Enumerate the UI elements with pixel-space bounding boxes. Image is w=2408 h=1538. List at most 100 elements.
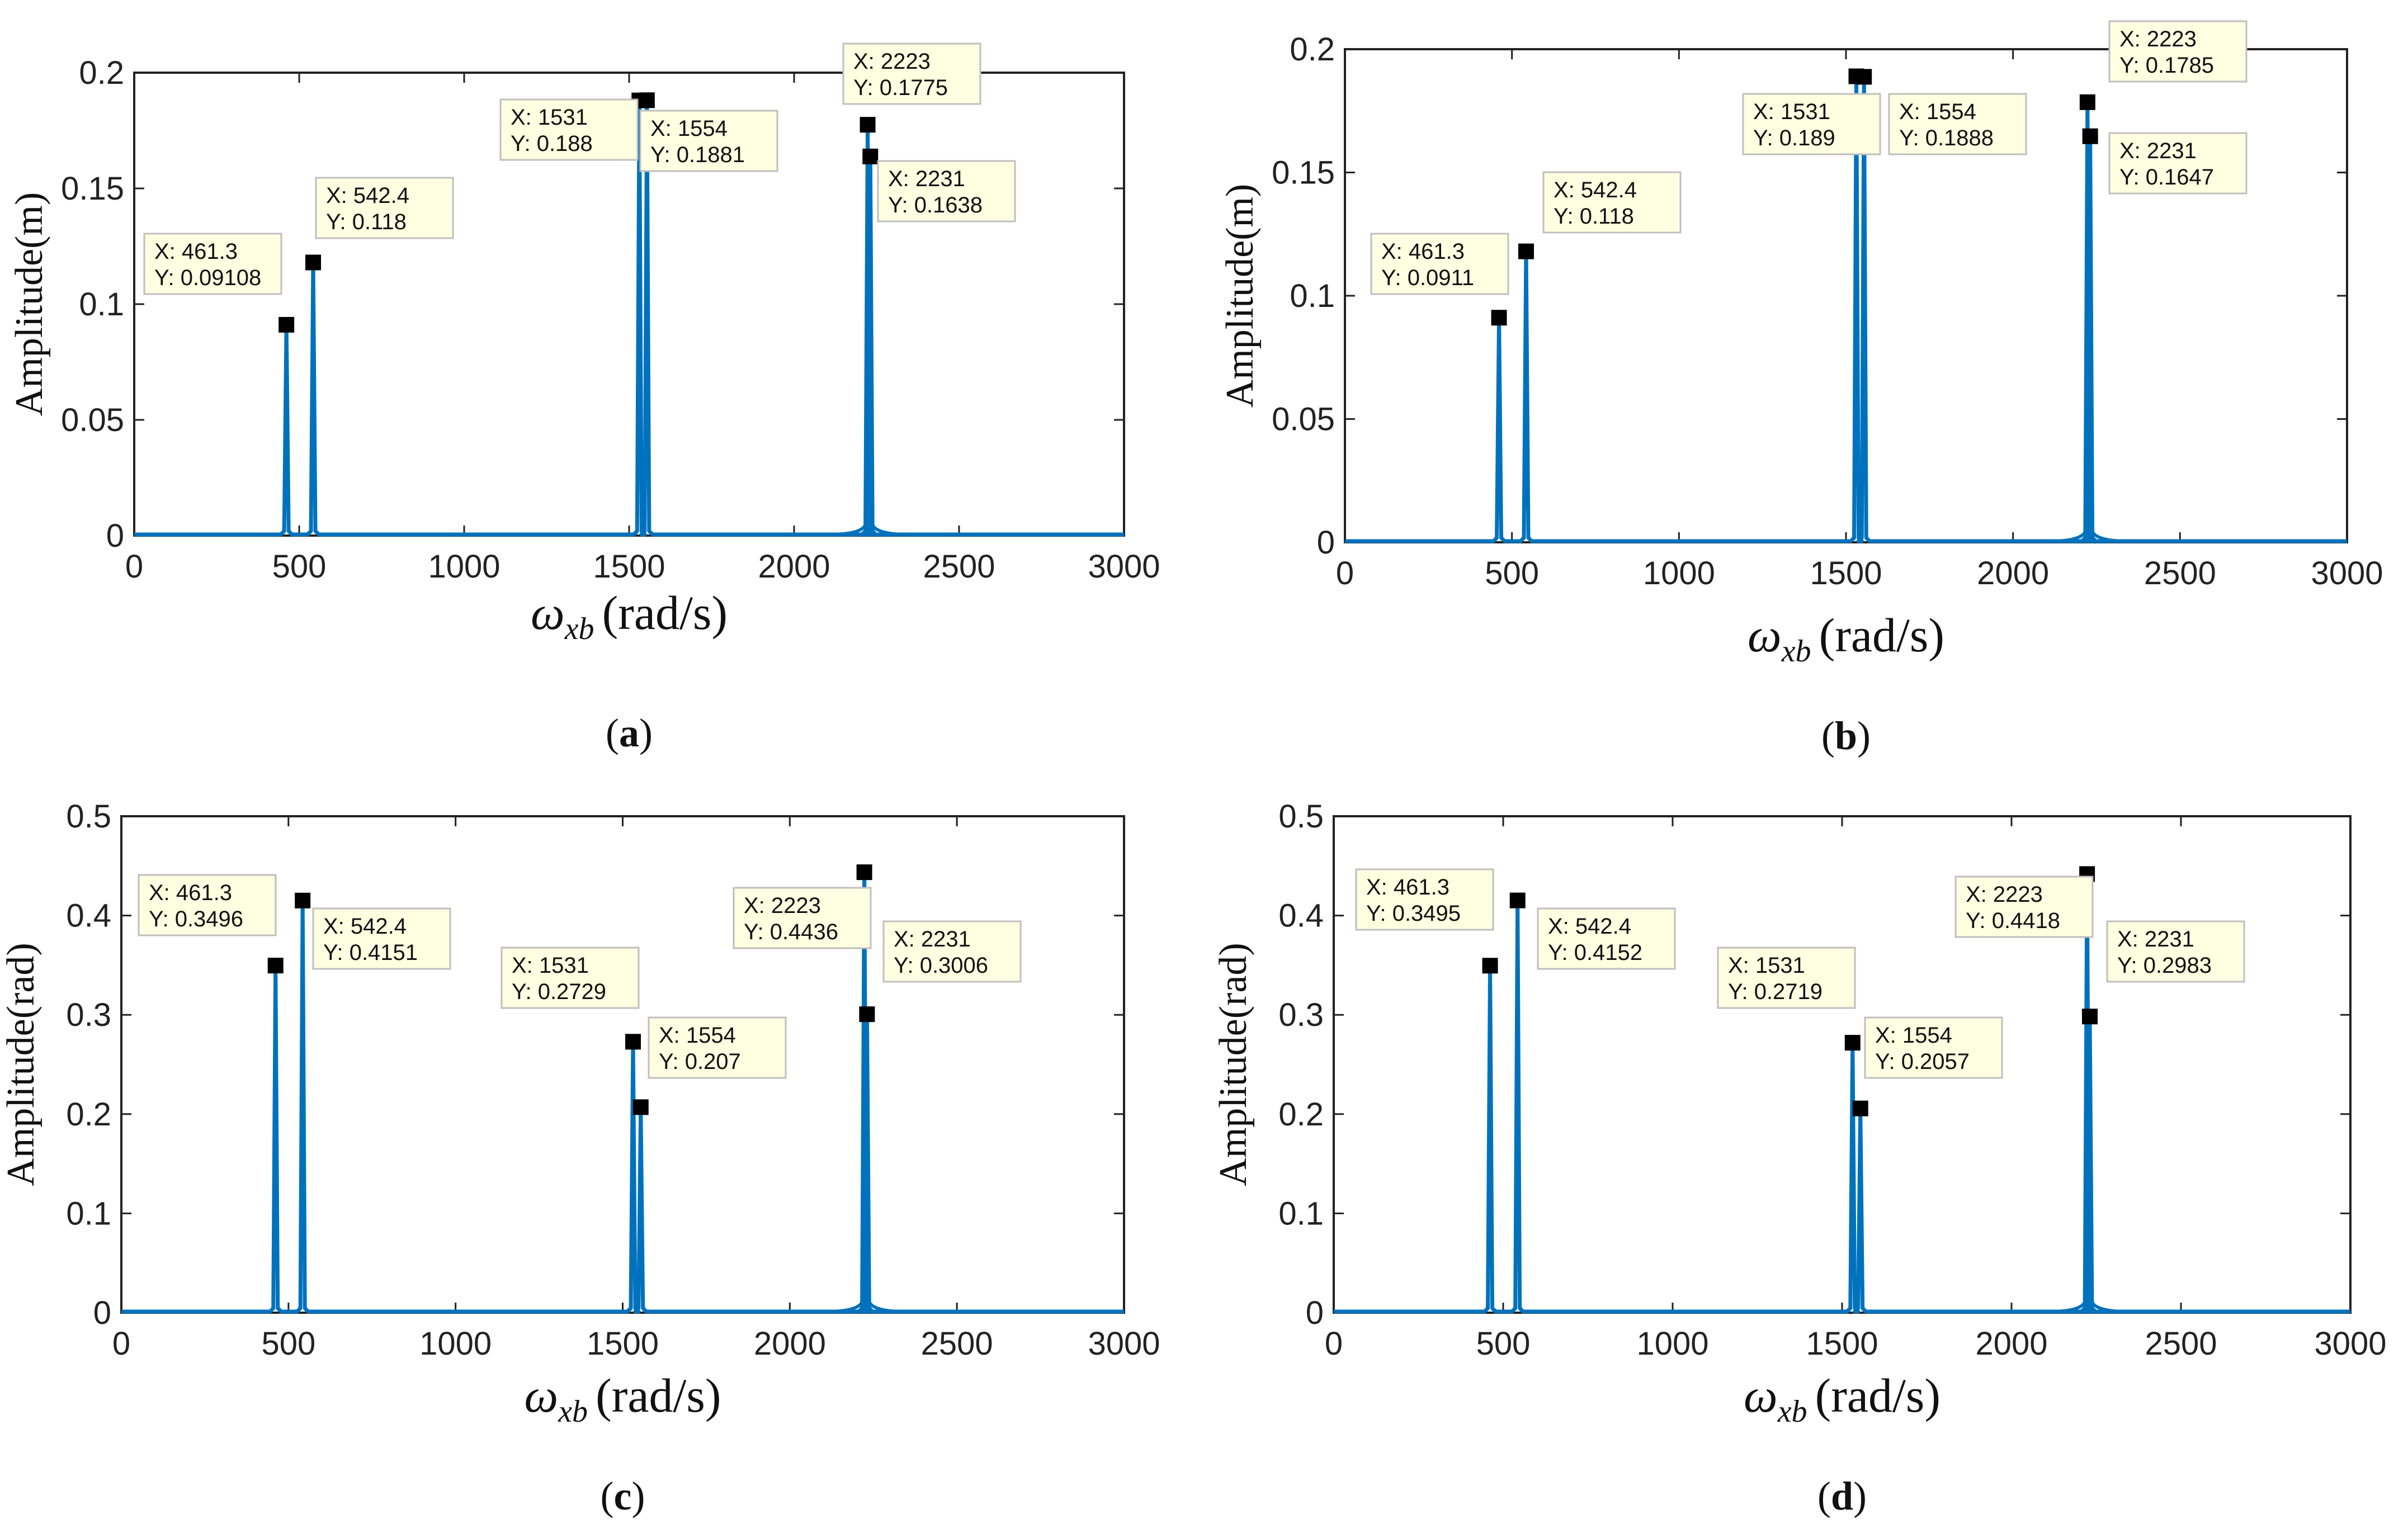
y-tick-label: 0.2	[1290, 31, 1335, 68]
datatip-box	[1888, 93, 2027, 155]
x-axis-label-symbol: ω	[1748, 608, 1782, 662]
panel-label: (a)	[606, 711, 653, 755]
datatip-box	[877, 160, 1016, 223]
datatip-box	[2108, 20, 2248, 83]
x-tick-label: 1000	[1643, 555, 1715, 591]
y-tick-label: 0.3	[66, 997, 111, 1033]
x-axis-label: ωxb (rad/s)	[1744, 1369, 1940, 1429]
x-tick-label: 1000	[419, 1326, 492, 1362]
datatip-y: Y: 0.189	[1753, 126, 1835, 150]
datatip-marker	[2081, 1009, 2098, 1025]
datatip-x: X: 2223	[853, 49, 931, 74]
datatip-y: Y: 0.118	[326, 210, 407, 234]
series-line	[121, 870, 1124, 1314]
x-tick-label: 1500	[1806, 1326, 1878, 1362]
panel-label-close: )	[1853, 1474, 1867, 1518]
datatip-x: X: 1554	[650, 116, 728, 141]
datatip-x: X: 2223	[744, 893, 821, 918]
y-axis-label: Amplitude(rad)	[1212, 943, 1255, 1186]
datatip-marker	[859, 1006, 875, 1023]
datatip-box	[1537, 907, 1676, 970]
datatip-x: X: 1554	[659, 1023, 736, 1048]
datatip-x: X: 1531	[511, 105, 588, 130]
x-tick-label: 2500	[921, 1326, 993, 1362]
datatip-y: Y: 0.1775	[853, 75, 948, 100]
datatip-box	[1717, 947, 1856, 1009]
datatip-x: X: 1554	[1875, 1023, 1952, 1048]
panel-label-open: (	[1821, 713, 1835, 758]
y-axis-label: Amplitude(rad)	[0, 943, 43, 1186]
panel-label: (b)	[1821, 713, 1871, 758]
datatip-x: X: 461.3	[1366, 875, 1449, 900]
chart-panel-b: 0 500 1000 1500 2000 2500 3000 0 0.05 0.1 0.15 0.2 A…	[1219, 20, 2383, 758]
datatip-y: Y: 0.118	[1554, 204, 1634, 229]
x-tick-label: 3000	[2311, 555, 2383, 591]
datatip-x: X: 2223	[1966, 882, 2043, 907]
datatip-x: X: 1531	[1753, 100, 1830, 124]
datatip-y: Y: 0.3496	[149, 907, 243, 931]
datatip-marker	[278, 316, 295, 333]
datatip: X: 461.3Y: 0.3496	[138, 874, 277, 936]
datatip-y: Y: 0.207	[659, 1049, 741, 1074]
datatip-x: X: 461.3	[149, 881, 232, 905]
datatip-marker	[1491, 310, 1507, 326]
datatip-box	[842, 42, 981, 105]
peak-base	[835, 523, 903, 536]
datatip-marker	[295, 892, 311, 908]
datatip-x: X: 1531	[512, 953, 589, 978]
datatip-y: Y: 0.2983	[2117, 953, 2212, 978]
x-tick-label: 2000	[754, 1326, 826, 1362]
x-tick-label: 2000	[1977, 555, 2049, 591]
y-tick-label: 0.2	[66, 1096, 111, 1133]
datatip-x: X: 1554	[1899, 100, 1976, 124]
datatip-box	[312, 907, 451, 970]
y-tick-label: 0.15	[1272, 155, 1335, 191]
x-axis-label-symbol: ω	[524, 1369, 558, 1422]
y-tick-label: 0	[1317, 524, 1335, 561]
datatip-box	[138, 874, 277, 936]
y-tick-label: 0.4	[1278, 898, 1324, 934]
datatip-box	[2108, 132, 2248, 195]
y-axis-label: Amplitude(m)	[1219, 184, 1262, 408]
x-tick-label: 2000	[1975, 1326, 2047, 1362]
peak-base	[2055, 1300, 2122, 1313]
datatip-y: Y: 0.4152	[1548, 940, 1642, 965]
datatip-box	[143, 233, 282, 295]
x-tick-label: 1500	[1810, 555, 1882, 591]
x-tick-label: 0	[1325, 1326, 1343, 1362]
panel-label-open: (	[1817, 1474, 1831, 1518]
datatip-box	[1370, 233, 1509, 295]
datatip-y: Y: 0.09108	[154, 266, 261, 290]
x-axis-label-subscript: xb	[1777, 1394, 1807, 1429]
datatip-y: Y: 0.2719	[1728, 979, 1822, 1004]
x-tick-label: 3000	[2314, 1326, 2386, 1362]
y-tick-label: 0	[93, 1295, 111, 1331]
datatip-x: X: 542.4	[323, 914, 407, 939]
y-tick-label: 0.3	[1278, 997, 1324, 1033]
x-tick-label: 2500	[923, 548, 995, 585]
chart-panel-d: 0 500 1000 1500 2000 2500 3000 0 0.1 0.2 0.3 0.4 0.5…	[1212, 798, 2387, 1518]
datatip-y: Y: 0.4436	[744, 920, 838, 944]
y-tick-label: 0.2	[79, 55, 124, 91]
x-axis-label-unit: (rad/s)	[1819, 608, 1944, 662]
datatip-marker	[856, 864, 872, 881]
datatip-marker	[1482, 958, 1498, 974]
y-tick-label: 0.05	[1272, 401, 1335, 438]
datatip: X: 542.4Y: 0.118	[315, 177, 454, 239]
plot-area	[1333, 815, 2352, 1314]
datatip-marker	[1856, 69, 1872, 85]
datatip-x: X: 461.3	[1381, 239, 1465, 264]
datatip-marker	[639, 92, 655, 108]
datatip: X: 542.4Y: 0.4151	[312, 907, 451, 970]
x-axis-label: ωxb (rad/s)	[524, 1369, 721, 1429]
datatip-marker	[2082, 128, 2098, 144]
panel-label-letter: d	[1831, 1474, 1853, 1518]
